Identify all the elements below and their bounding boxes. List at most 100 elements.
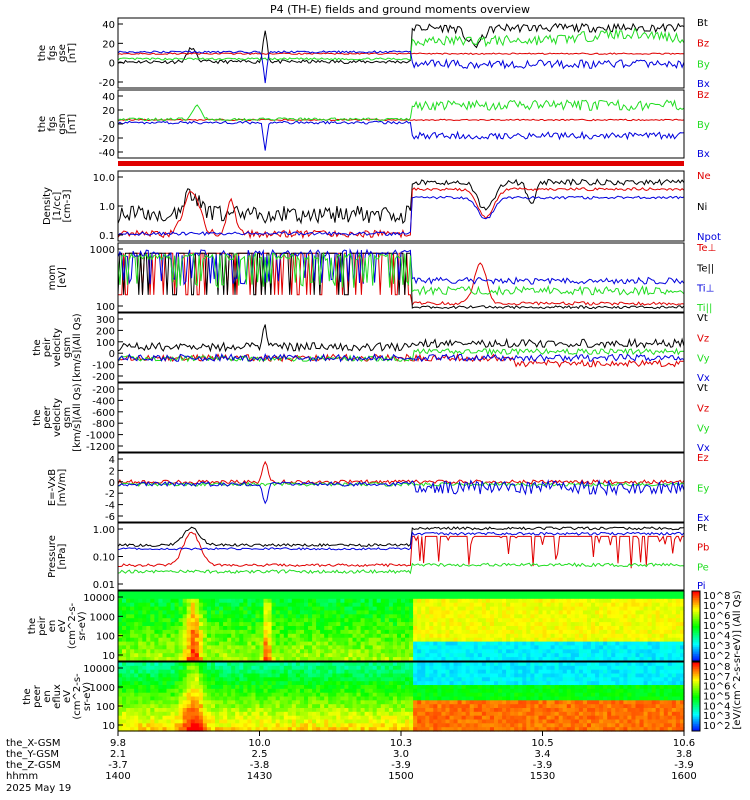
spectrogram-cell (304, 598, 309, 604)
spectrogram-cell (627, 715, 632, 721)
spectrogram-cell (194, 688, 200, 694)
spectrogram-cell (558, 669, 564, 675)
spectrogram-cell (235, 614, 240, 619)
spectrogram-cell (651, 602, 657, 608)
spectrogram-cell (142, 727, 147, 732)
spectrogram-cell (251, 708, 256, 713)
spectrogram-cell (461, 653, 467, 658)
series-line-blue (117, 531, 685, 551)
spectrogram-cell (291, 723, 297, 728)
spectrogram-cell (211, 662, 216, 667)
spectrogram-cell (295, 653, 301, 658)
spectrogram-cell (635, 622, 641, 627)
spectrogram-cell (122, 602, 127, 608)
spectrogram-cell (574, 688, 580, 694)
spectrogram-cell (542, 700, 548, 705)
y-tick-label: 0 (109, 349, 115, 360)
spectrogram-cell (599, 614, 604, 619)
spectrogram-cell (514, 662, 519, 667)
spectrogram-cell (477, 602, 483, 608)
spectrogram-cell (158, 677, 163, 682)
spectrogram-cell (376, 669, 382, 675)
series-line-blue (117, 120, 685, 151)
spectrogram-cell (304, 677, 309, 682)
spectrogram-cell (421, 665, 426, 671)
spectrogram-cell (348, 662, 353, 667)
spectrogram-cell (651, 594, 657, 600)
spectrogram-cell (162, 641, 168, 647)
spectrogram-cell (380, 614, 386, 619)
spectrogram-cell (397, 696, 402, 701)
spectrogram-cell (663, 618, 669, 623)
spectrogram-cell (384, 653, 390, 658)
spectrogram-cell (194, 673, 200, 678)
spectrogram-cell (481, 700, 487, 705)
spectrogram-cell (453, 629, 459, 635)
spectrogram-cell (425, 727, 430, 732)
spectrogram-cell (457, 649, 463, 654)
spectrogram-cell (376, 685, 382, 690)
spectrogram-cell (299, 696, 305, 701)
spectrogram-cell (304, 662, 309, 667)
spectrogram-cell (591, 677, 596, 682)
spectrogram-cell (146, 688, 151, 694)
spectrogram-cell (405, 723, 410, 728)
spectrogram-cell (627, 606, 632, 612)
spectrogram-cell (502, 685, 507, 690)
spectrogram-cell (498, 637, 503, 643)
y-tick-label: 10.0 (93, 173, 115, 184)
spectrogram-cell (671, 622, 677, 627)
spectrogram-cell (247, 602, 252, 608)
spectrogram-cell (316, 715, 321, 721)
spectrogram-cell (627, 708, 632, 713)
spectrogram-cell (489, 696, 495, 701)
spectrogram-cell (271, 723, 277, 728)
spectrogram-cell (150, 657, 155, 662)
spectrogram-cell (663, 645, 669, 650)
spectrogram-cell (162, 606, 168, 612)
spectrogram-cell (384, 669, 390, 675)
spectrogram-cell (320, 606, 325, 612)
spectrogram-cell (332, 653, 337, 658)
spectrogram-cell (299, 653, 305, 658)
spectrogram-cell (295, 606, 301, 612)
spectrogram-cell (619, 685, 624, 690)
spectrogram-cell (134, 602, 139, 608)
spectrogram-cell (219, 727, 224, 732)
spectrogram-cell (146, 602, 151, 608)
spectrogram-cell (166, 645, 172, 650)
spectrogram-cell (312, 727, 317, 732)
spectrogram-cell (481, 610, 487, 615)
spectrogram-cell (202, 653, 208, 658)
spectrogram-cell (473, 708, 479, 713)
spectrogram-cell (582, 692, 588, 698)
spectrogram-cell (554, 641, 560, 647)
spectrogram-cell (138, 685, 143, 690)
spectrogram-cell (558, 645, 564, 650)
spectrogram-cell (206, 708, 212, 713)
spectrogram-cell (316, 629, 321, 635)
spectrogram-cell (255, 727, 261, 732)
spectrogram-cell (308, 715, 313, 721)
spectrogram-cell (627, 653, 632, 658)
spectrogram-cell (190, 708, 196, 713)
spectrogram-cell (514, 681, 519, 686)
spectrogram-cell (587, 669, 592, 675)
spectrogram-cell (498, 696, 503, 701)
spectrogram-cell (182, 591, 188, 596)
spectrogram-cell (364, 637, 370, 643)
spectrogram-cell (655, 626, 661, 631)
spectrogram-cell (566, 633, 572, 639)
spectrogram-cell (324, 629, 329, 635)
spectrogram-cell (421, 657, 426, 662)
spectrogram-cell (194, 711, 200, 717)
spectrogram-cell (312, 610, 317, 615)
spectrogram-cell (469, 594, 475, 600)
spectrogram-cell (316, 681, 321, 686)
spectrogram-cell (182, 727, 188, 732)
spectrogram-cell (489, 645, 495, 650)
spectrogram-cell (518, 711, 523, 717)
spectrogram-cell (506, 700, 511, 705)
spectrogram-cell (453, 708, 459, 713)
spectrogram-cell (619, 626, 624, 631)
